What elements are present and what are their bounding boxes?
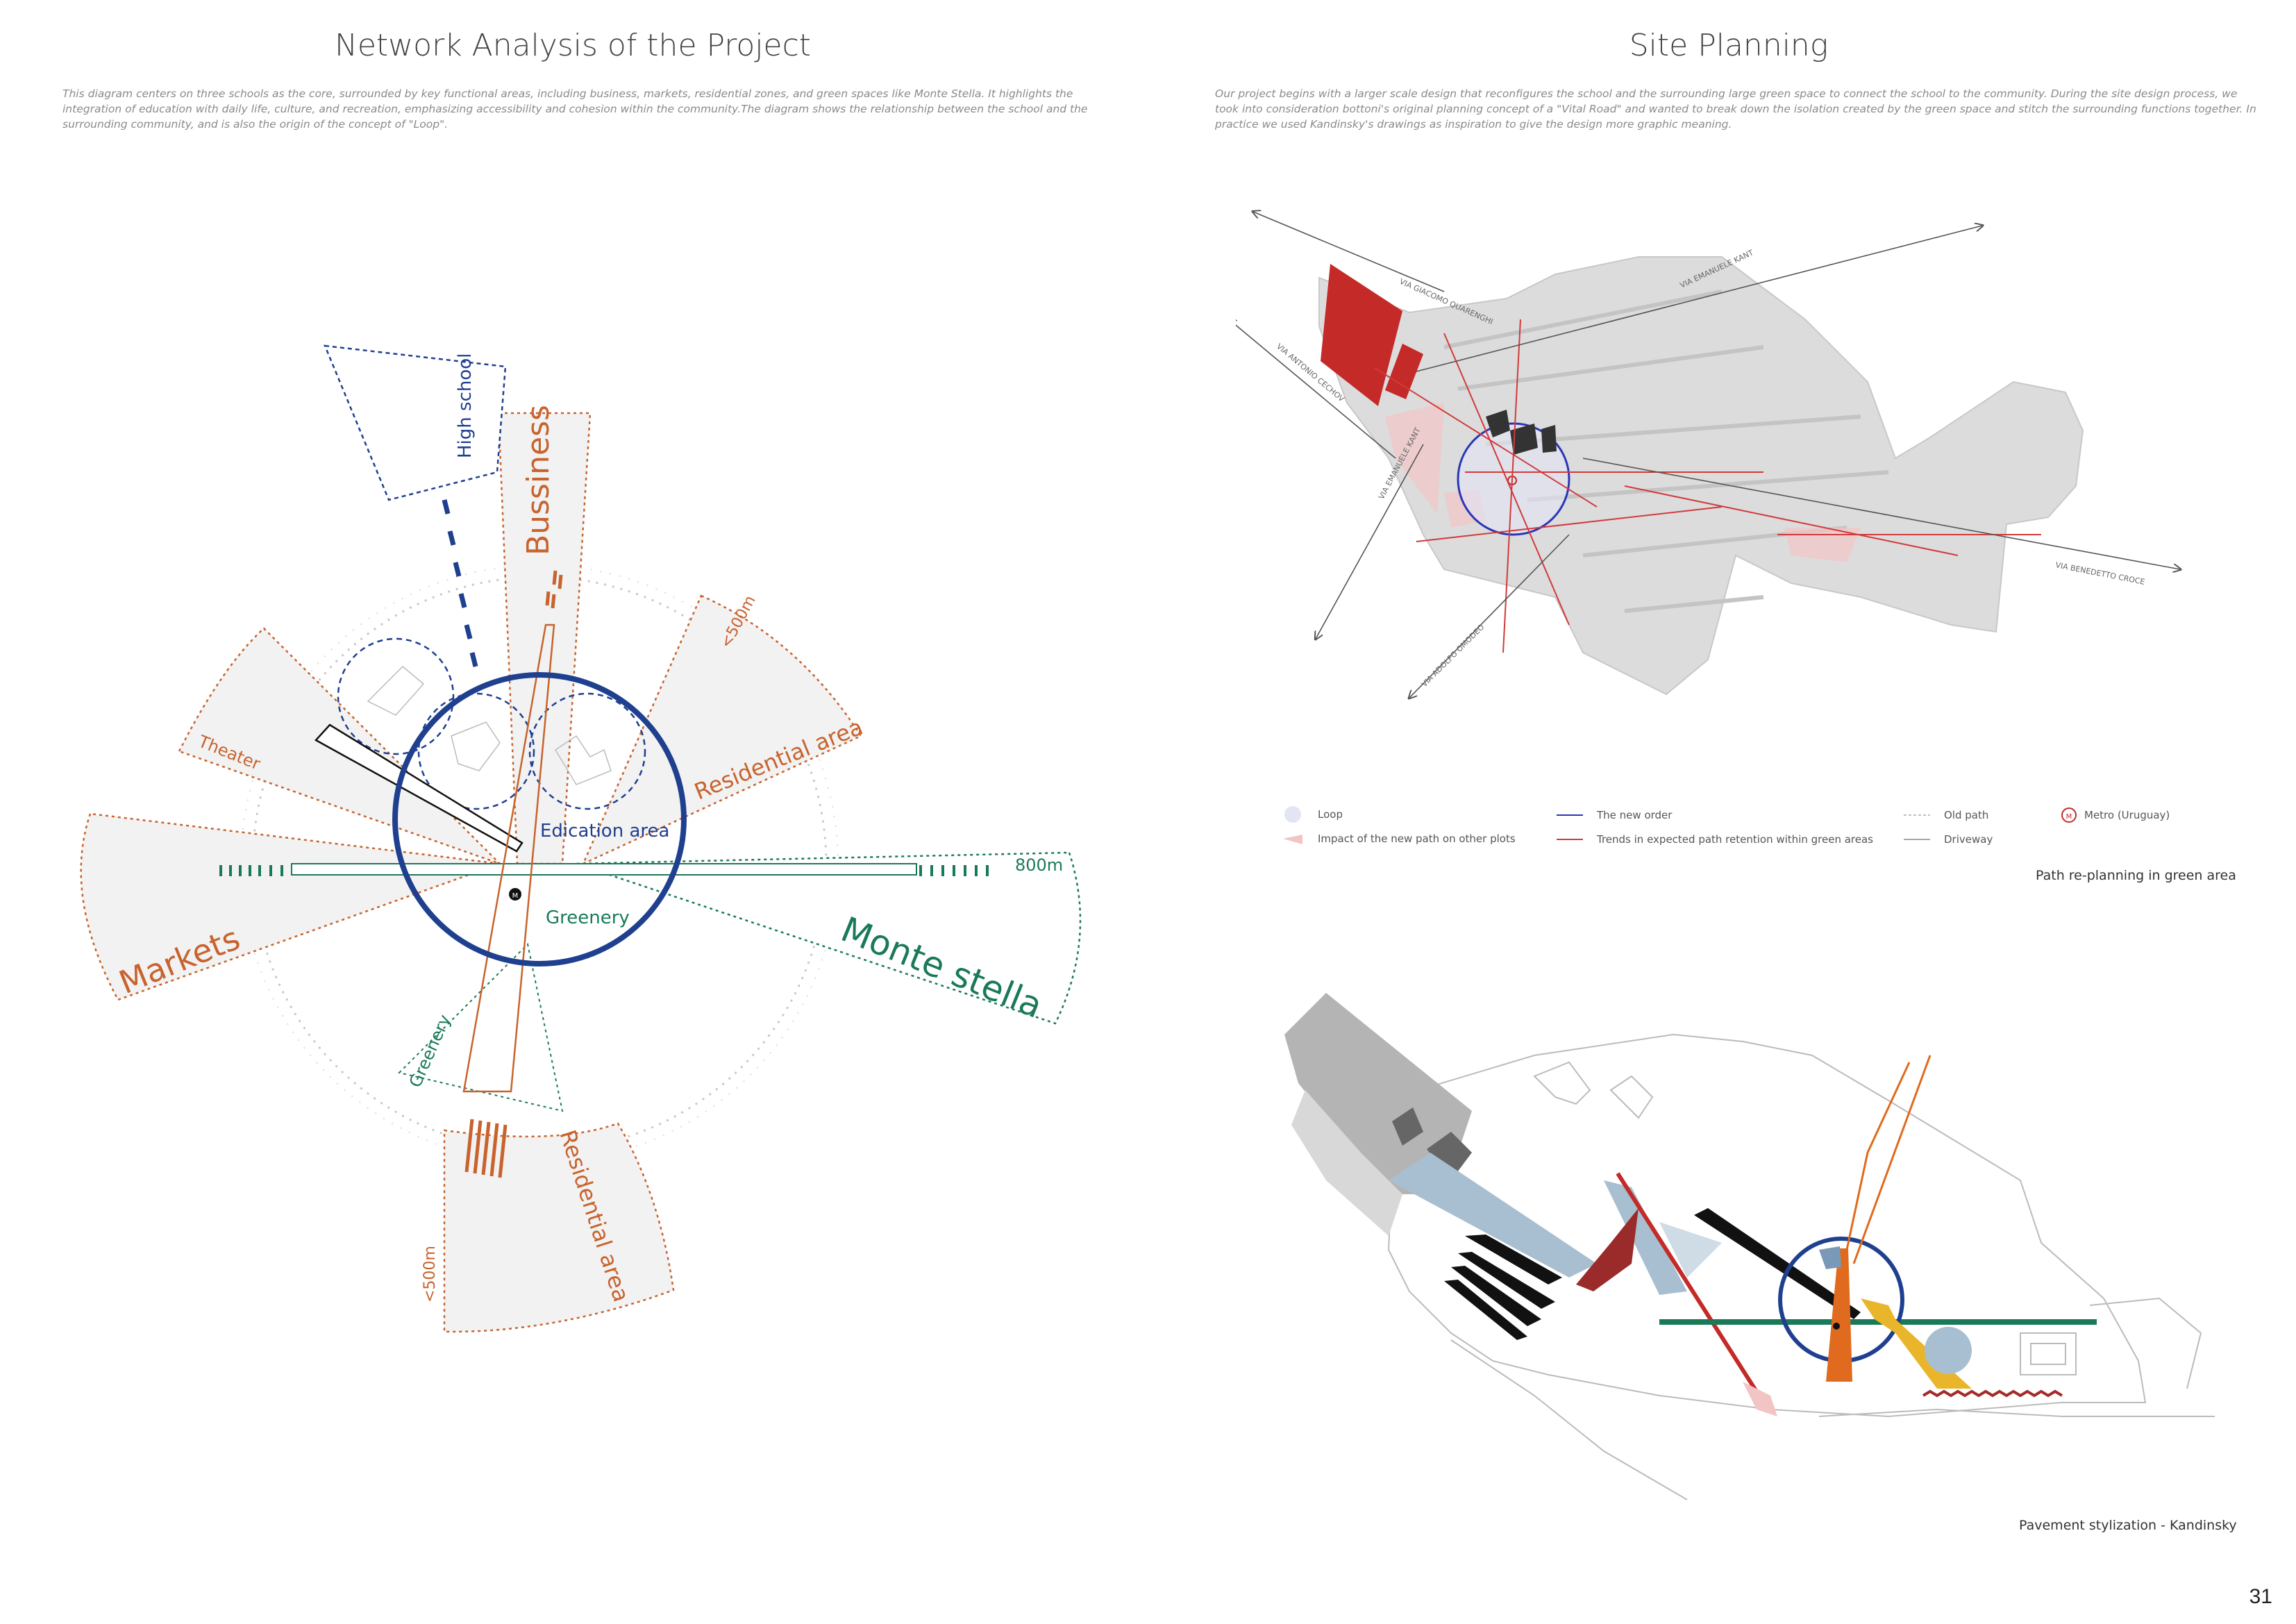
blue-wedge-left [1389,1153,1597,1278]
red-block-small [1385,344,1423,399]
red-block [1321,264,1402,406]
red-zigzag [1922,1389,2063,1398]
site-area [1318,256,2084,696]
street-omodeo: VIA ADOLFO OMODEO [1420,622,1486,689]
caption-kandinsky: Pavement stylization - Kandinsky [2019,1518,2237,1533]
left-title: Network Analysis of the Project [334,28,812,63]
center-dot [1833,1323,1840,1330]
legend-metro: Metro (Uruguay) [2084,809,2170,821]
business-axis [462,623,555,1093]
site-texture [1443,290,1889,613]
legend-new-order: The new order [1596,809,1673,821]
sector-residential-bottom [443,1122,675,1333]
orange-spike [1826,1248,1852,1382]
school-circle-center [417,692,535,810]
legend-impact: Impact of the new path on other plots [1318,832,1516,845]
sector-business [497,412,592,865]
plot-outline-2 [1450,1297,2215,1500]
sector-high-school [324,344,507,501]
green-bar [1659,1319,2097,1325]
business-dashes [545,570,563,609]
black-spike [1694,1208,1861,1319]
greenery-dashes-left [219,865,283,876]
street-croce: VIA BENEDETTO CROCE [2054,560,2145,587]
label-high-school: High school [455,353,476,458]
blue-dot [1925,1327,1972,1374]
label-greenery-center: Greenery [546,907,630,928]
legend-driveway: Driveway [1944,833,1993,846]
street-lines [1236,212,2180,698]
map-legend: Loop Impact of the new path on other plo… [1283,806,2170,846]
legend-loop: Loop [1318,808,1343,821]
blue-building [1819,1246,1841,1269]
orange-path [1845,1055,1932,1264]
red-quad [1576,1208,1639,1291]
right-title: Site Planning [1629,28,1829,63]
sector-residential-top [581,594,862,866]
right-description: Our project begins with a larger scale d… [1215,87,2256,131]
network-diagram: M High school Bussiness <500m Residentia… [80,344,1082,1333]
pink-tail [1743,1382,1777,1416]
school-buildings [1486,410,1557,455]
residential-bottom-dashes [464,1119,508,1178]
high-school-connector [442,499,478,667]
label-business: Bussiness [521,405,556,555]
loop-circle [1457,422,1570,536]
svg-text:M: M [2066,813,2072,821]
school-circle-left [337,637,455,755]
building-outlines [1533,1061,2077,1375]
plot-outline [1387,1033,2147,1418]
school-buildings-outline [367,665,612,785]
metro-icon [509,888,521,901]
legend-trends: Trends in expected path retention within… [1596,833,1873,846]
legend-old-path: Old path [1944,809,1988,821]
caption-path-replanning: Path re-planning in green area [2036,868,2236,883]
label-education: Edication area [540,821,669,842]
label-500-bottom: <500m [421,1246,439,1303]
dark-building [1392,1107,1472,1180]
site-map: VIA GIACOMO QUARENGHI VIA EMANUELE KANT … [1236,208,2222,846]
kandinsky-plan [1284,993,2215,1500]
red-line [1616,1172,1766,1404]
sector-monte-stella [576,851,1082,1025]
gray-building-2 [1291,1090,1402,1236]
theater-connector [315,723,523,853]
impact-zone-3 [1784,528,1861,562]
sector-markets [80,812,501,1001]
gray-building [1284,993,1472,1194]
svg-text:M: M [512,892,519,900]
page-number: 31 [2249,1585,2272,1608]
blue-wedge-center [1604,1180,1687,1295]
left-description: This diagram centers on three schools as… [62,87,1088,131]
label-800m: 800m [1015,855,1063,875]
trend-lines [1374,319,2041,653]
blue-wedge-right [1659,1222,1722,1278]
education-area-circle [392,672,687,966]
school-circle-right [528,692,646,810]
greenery-axis [291,863,917,876]
impact-zone-1 [1385,403,1444,514]
greenery-dashes-right [919,865,989,876]
